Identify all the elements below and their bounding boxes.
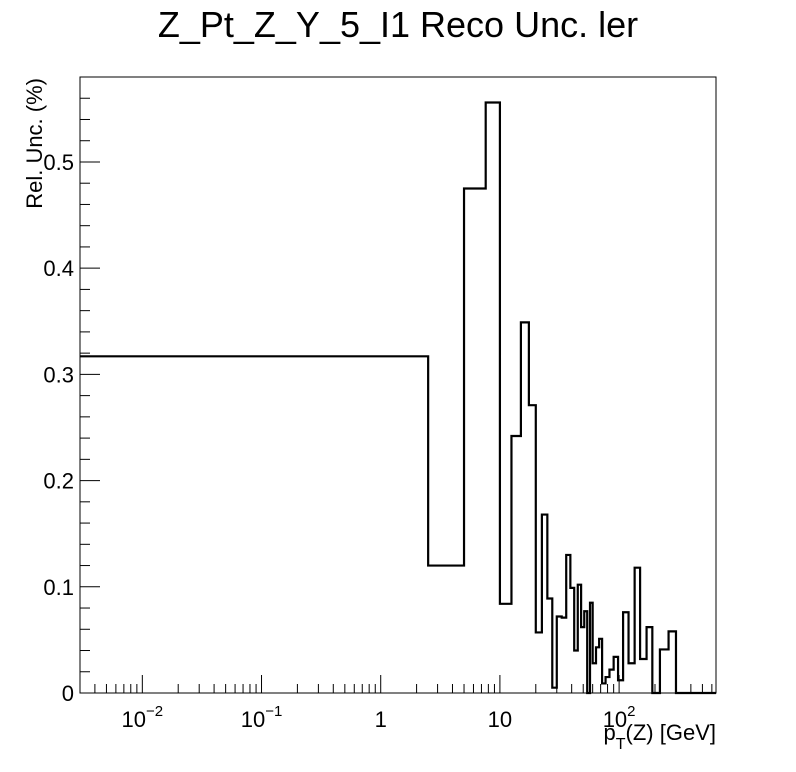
- histogram-group: [80, 101, 716, 695]
- x-axis-ticks: [79, 675, 713, 693]
- y-tick-labels: 0 0.1 0.2 0.3 0.4 0.5: [43, 150, 74, 706]
- x-axis-title: pT(Z) [GeV]: [604, 720, 716, 753]
- y-tick-label: 0.1: [43, 575, 74, 600]
- plot-frame: [79, 76, 717, 694]
- y-tick-label: 0.5: [43, 150, 74, 175]
- x-tick-label: 10: [488, 707, 512, 732]
- y-axis-title: Rel. Unc. (%): [22, 78, 47, 209]
- y-axis-ticks: [80, 76, 100, 694]
- x-tick-labels: 10−2 10−1 1 10 102: [122, 703, 636, 732]
- y-tick-label: 0: [62, 681, 74, 706]
- histogram-line: [80, 101, 716, 695]
- y-tick-label: 0.4: [43, 256, 74, 281]
- x-tick-label: 1: [375, 707, 387, 732]
- x-axis-title-main: p: [604, 720, 616, 745]
- x-tick-label: 10−2: [122, 703, 164, 732]
- x-axis-title-rest: (Z) [GeV]: [626, 720, 716, 745]
- x-axis-title-sub: T: [616, 736, 626, 753]
- x-tick-label: 10−1: [241, 703, 283, 732]
- plot-frame-group: [79, 76, 717, 694]
- chart-title: Z_Pt_Z_Y_5_I1 Reco Unc. ler: [158, 4, 638, 45]
- y-tick-label: 0.2: [43, 469, 74, 494]
- x-tick-label: 102: [603, 703, 636, 732]
- y-tick-label: 0.3: [43, 362, 74, 387]
